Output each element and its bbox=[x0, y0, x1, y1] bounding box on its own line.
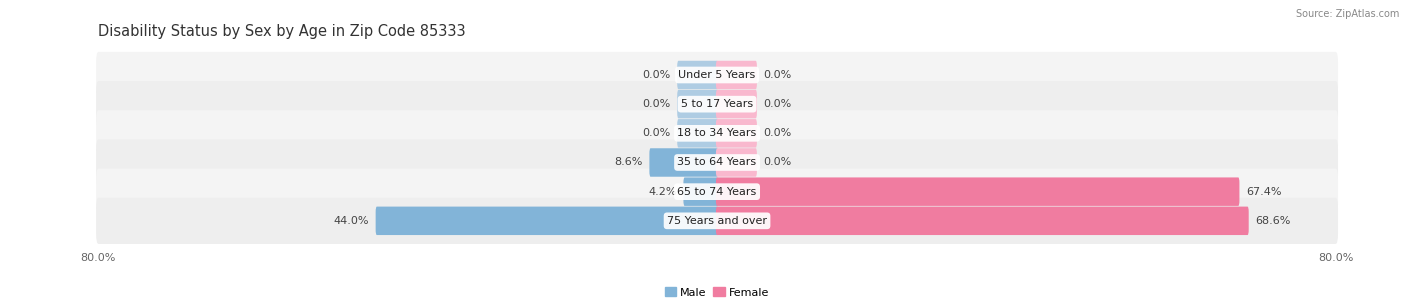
FancyBboxPatch shape bbox=[96, 198, 1339, 244]
Text: 65 to 74 Years: 65 to 74 Years bbox=[678, 187, 756, 197]
Text: 68.6%: 68.6% bbox=[1256, 216, 1291, 226]
FancyBboxPatch shape bbox=[716, 119, 756, 147]
FancyBboxPatch shape bbox=[716, 148, 756, 177]
FancyBboxPatch shape bbox=[716, 90, 756, 118]
FancyBboxPatch shape bbox=[678, 61, 718, 89]
Text: 0.0%: 0.0% bbox=[643, 70, 671, 80]
Text: 4.2%: 4.2% bbox=[648, 187, 676, 197]
Text: 0.0%: 0.0% bbox=[763, 70, 792, 80]
FancyBboxPatch shape bbox=[716, 178, 1240, 206]
FancyBboxPatch shape bbox=[96, 81, 1339, 127]
FancyBboxPatch shape bbox=[375, 207, 718, 235]
FancyBboxPatch shape bbox=[678, 90, 718, 118]
FancyBboxPatch shape bbox=[650, 148, 718, 177]
Text: 0.0%: 0.0% bbox=[763, 99, 792, 109]
Text: 67.4%: 67.4% bbox=[1246, 187, 1281, 197]
FancyBboxPatch shape bbox=[96, 52, 1339, 98]
FancyBboxPatch shape bbox=[716, 207, 1249, 235]
FancyBboxPatch shape bbox=[96, 168, 1339, 215]
Text: 8.6%: 8.6% bbox=[614, 157, 643, 168]
Legend: Male, Female: Male, Female bbox=[661, 283, 773, 302]
Text: Under 5 Years: Under 5 Years bbox=[679, 70, 755, 80]
Text: 0.0%: 0.0% bbox=[643, 99, 671, 109]
Text: 44.0%: 44.0% bbox=[333, 216, 368, 226]
FancyBboxPatch shape bbox=[96, 110, 1339, 157]
FancyBboxPatch shape bbox=[96, 139, 1339, 186]
FancyBboxPatch shape bbox=[678, 119, 718, 147]
Text: 35 to 64 Years: 35 to 64 Years bbox=[678, 157, 756, 168]
Text: Disability Status by Sex by Age in Zip Code 85333: Disability Status by Sex by Age in Zip C… bbox=[98, 24, 465, 39]
Text: 18 to 34 Years: 18 to 34 Years bbox=[678, 128, 756, 138]
Text: 75 Years and over: 75 Years and over bbox=[666, 216, 768, 226]
FancyBboxPatch shape bbox=[716, 61, 756, 89]
Text: 5 to 17 Years: 5 to 17 Years bbox=[681, 99, 754, 109]
FancyBboxPatch shape bbox=[683, 178, 718, 206]
Text: 0.0%: 0.0% bbox=[763, 128, 792, 138]
Text: 0.0%: 0.0% bbox=[763, 157, 792, 168]
Text: 0.0%: 0.0% bbox=[643, 128, 671, 138]
Text: Source: ZipAtlas.com: Source: ZipAtlas.com bbox=[1295, 9, 1399, 19]
